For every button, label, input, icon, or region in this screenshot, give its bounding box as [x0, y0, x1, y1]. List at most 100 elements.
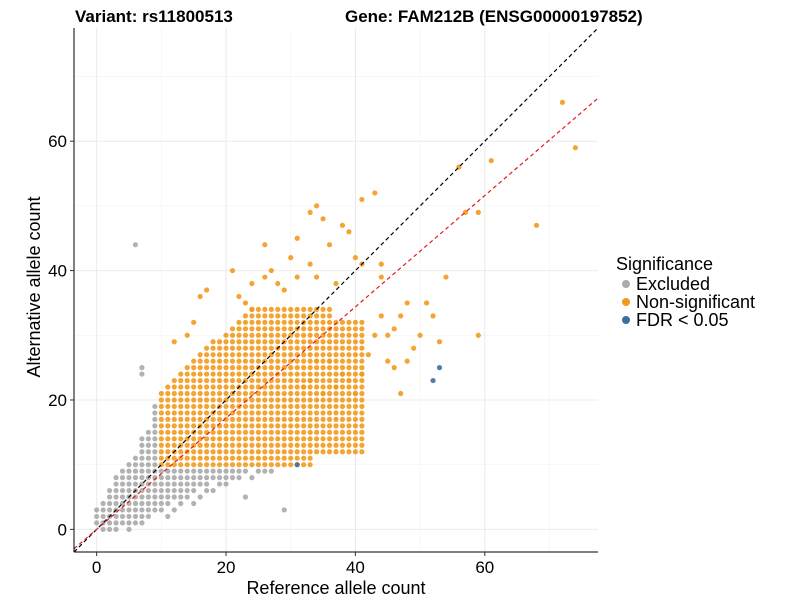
point-non-significant	[210, 403, 216, 410]
point-non-significant	[249, 449, 255, 455]
point-non-significant	[249, 429, 255, 435]
point-non-significant	[275, 280, 281, 287]
point-non-significant	[158, 449, 164, 455]
point-non-significant	[359, 442, 365, 448]
point-non-significant	[249, 319, 255, 325]
point-non-significant	[197, 293, 203, 300]
point-non-significant	[301, 390, 307, 397]
point-non-significant	[178, 416, 184, 422]
point-non-significant	[281, 449, 287, 455]
point-non-significant	[223, 345, 229, 351]
point-non-significant	[236, 358, 242, 364]
point-non-significant	[236, 319, 242, 325]
legend-key-2	[622, 316, 630, 324]
point-excluded	[119, 487, 126, 494]
point-non-significant	[443, 274, 449, 280]
point-non-significant	[262, 397, 268, 403]
point-non-significant	[301, 442, 307, 448]
point-non-significant	[307, 390, 313, 397]
point-excluded	[113, 494, 119, 500]
point-non-significant	[178, 397, 184, 403]
point-non-significant	[307, 319, 313, 325]
point-non-significant	[262, 332, 268, 338]
point-non-significant	[359, 326, 365, 332]
point-non-significant	[178, 429, 184, 435]
point-non-significant	[262, 319, 268, 325]
point-excluded	[152, 423, 158, 429]
point-non-significant	[307, 371, 313, 377]
point-non-significant	[326, 403, 333, 410]
point-non-significant	[165, 397, 171, 403]
point-excluded	[106, 520, 113, 526]
point-non-significant	[197, 397, 203, 403]
point-non-significant	[216, 345, 223, 351]
point-non-significant	[281, 442, 287, 448]
point-excluded	[249, 475, 255, 481]
point-excluded	[145, 449, 151, 455]
point-non-significant	[378, 313, 384, 319]
point-non-significant	[165, 429, 171, 435]
point-non-significant	[281, 326, 287, 332]
point-excluded	[165, 500, 171, 507]
point-non-significant	[268, 416, 274, 422]
point-non-significant	[294, 339, 300, 345]
point-non-significant	[178, 455, 184, 461]
point-excluded	[184, 468, 190, 474]
point-excluded	[204, 468, 210, 474]
point-non-significant	[333, 326, 339, 332]
point-non-significant	[352, 416, 359, 422]
point-non-significant	[223, 358, 229, 364]
point-non-significant	[204, 287, 210, 293]
point-excluded	[158, 487, 164, 494]
point-non-significant	[216, 436, 223, 442]
point-non-significant	[307, 449, 313, 455]
point-non-significant	[372, 190, 378, 196]
point-non-significant	[288, 358, 294, 364]
point-non-significant	[223, 390, 229, 397]
point-non-significant	[326, 436, 333, 442]
point-non-significant	[307, 403, 313, 410]
point-non-significant	[333, 410, 339, 416]
point-excluded	[139, 507, 145, 513]
point-non-significant	[223, 429, 229, 435]
point-non-significant	[275, 449, 281, 455]
point-excluded	[100, 513, 106, 520]
point-non-significant	[281, 410, 287, 416]
point-non-significant	[339, 423, 346, 429]
point-non-significant	[229, 462, 236, 468]
point-non-significant	[333, 371, 339, 377]
point-non-significant	[210, 339, 216, 345]
point-non-significant	[171, 384, 177, 390]
point-non-significant	[313, 390, 320, 397]
point-non-significant	[204, 377, 210, 384]
point-non-significant	[236, 352, 242, 358]
point-non-significant	[307, 358, 313, 364]
point-non-significant	[326, 242, 333, 248]
data-points	[94, 99, 578, 532]
point-excluded	[152, 403, 158, 410]
point-non-significant	[320, 442, 326, 448]
point-excluded	[223, 481, 229, 487]
point-non-significant	[236, 293, 242, 300]
point-excluded	[139, 513, 145, 520]
point-non-significant	[242, 313, 249, 319]
point-non-significant	[339, 397, 346, 403]
point-non-significant	[242, 410, 249, 416]
point-non-significant	[255, 352, 261, 358]
point-non-significant	[262, 429, 268, 435]
point-excluded	[178, 481, 184, 487]
point-non-significant	[255, 436, 261, 442]
point-excluded	[145, 500, 151, 507]
point-non-significant	[242, 358, 249, 364]
point-non-significant	[178, 377, 184, 384]
point-non-significant	[333, 339, 339, 345]
point-non-significant	[320, 416, 326, 422]
point-non-significant	[301, 403, 307, 410]
point-non-significant	[197, 390, 203, 397]
point-excluded	[139, 520, 145, 526]
point-non-significant	[249, 339, 255, 345]
point-non-significant	[255, 403, 261, 410]
point-non-significant	[255, 423, 261, 429]
point-non-significant	[281, 287, 287, 293]
point-non-significant	[262, 365, 268, 371]
